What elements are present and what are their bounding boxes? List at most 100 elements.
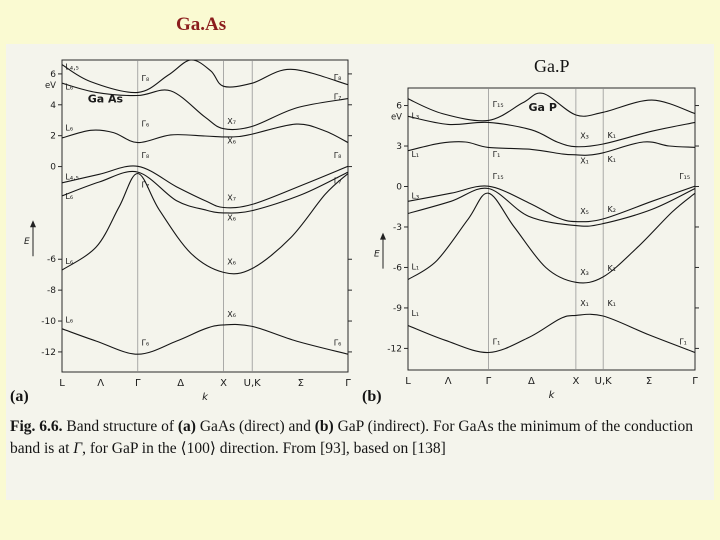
band-label: Γ₈ [334,73,342,82]
x-tick-label: U,K [244,378,261,389]
y-tick-label: -12 [387,344,402,354]
caption-segment: Band structure of [62,418,178,435]
caption-segment: (b) [314,418,334,435]
caption-segment: Fig. 6.6. [10,418,63,435]
band-label: Γ₆ [142,119,150,128]
y-tick-label: 6 [396,102,402,112]
y-tick-label: -6 [393,263,402,273]
x-tick-label: Γ [692,376,698,387]
band-label: L₆ [65,316,73,325]
band-label: Γ₇ [142,180,150,189]
plot-title: Ga P [529,101,557,114]
caption-segment: (a) [177,418,196,435]
band-label: L₃ [411,192,419,201]
band-label: K₂ [607,205,615,214]
band-label: L₁ [411,150,419,159]
band-label: L₁ [411,262,419,271]
caption-segment: GaAs (direct) and [195,418,315,435]
x-tick-label: L [405,376,411,387]
y-tick-label: -8 [47,286,56,296]
y-axis-label: E [374,250,380,260]
band-label: Γ₈ [142,151,150,160]
band-label: X₆ [227,310,236,319]
band-chart-svg: 6eV 4 2 0 -6 -8 -10 -12 L Λ Γ Δ X U,K Σ Γk E L₄,₅ L₆ Ga As L… [24,59,352,403]
band-label: K₁ [607,131,615,140]
band-curve-conduction-3 [62,60,348,93]
y-tick-label: 0 [50,163,56,173]
band-curve-valence-1 [408,313,695,354]
x-tick-label: Λ [97,378,104,389]
band-label: L₃ [411,111,419,120]
energy-axis-arrowhead-icon [30,220,36,228]
x-tick-label: Γ [486,376,492,387]
band-label: Γ₈ [142,74,150,83]
x-tick-label: U,K [595,376,612,387]
x-tick-label: Δ [177,378,184,389]
caption-segment: GaP (indirect). For GaAs the minimum of … [10,418,694,457]
band-label: K₁ [607,264,615,273]
band-curve-valence-light-hole [408,187,695,227]
x-tick-label: Σ [646,376,652,387]
band-label: Γ₁ [493,150,501,159]
y-tick-label: 4 [50,101,56,111]
band-label: X₁ [580,299,589,308]
band-chart-svg: 6eV 3 0 -3 -6 -9 -12 L Λ Γ Δ X U,K Σ Γk E L₃ Γ₁₅ Ga P X₃ K₁ L… [374,87,699,401]
x-tick-label: Σ [298,378,304,389]
band-label: X₅ [580,207,589,216]
band-label: Γ₇ [334,177,342,186]
band-curve-valence-2 [408,192,695,284]
plot-title: Ga As [88,92,124,105]
band-curve-conduction-2 [62,82,348,131]
band-curve-valence-light-hole [62,170,348,214]
band-label: L₁ [411,309,419,318]
band-curve-valence-1 [62,323,348,355]
caption-segment: Γ [73,440,83,457]
x-axis-label: k [549,390,556,401]
x-tick-label: X [220,378,227,389]
y-tick-label: 6 [50,70,56,80]
x-tick-label: Γ [135,378,141,389]
plot-frame [61,59,349,373]
band-label: L₆ [65,192,73,201]
subfigure-label-b: (b) [362,388,382,405]
y-axis-label: E [24,237,30,247]
energy-axis-arrowhead-icon [380,232,386,240]
band-label: Γ₇ [334,92,342,101]
band-curve-conduction-1 [62,123,348,144]
x-tick-label: Γ [345,378,351,389]
band-curve-conduction-1 [408,141,695,156]
y-tick-label: 3 [396,142,402,152]
y-axis-unit: eV [391,113,402,123]
band-label: K₁ [607,299,615,308]
band-label: L₄,₅ [65,62,78,71]
band-label: L₄,₅ [65,173,78,182]
band-label: Γ₆ [334,339,342,348]
band-label: K₁ [607,155,615,164]
band-label: X₃ [580,268,589,277]
y-tick-label: -9 [393,304,402,314]
x-tick-label: X [572,376,579,387]
band-label: X₇ [227,117,236,126]
slide-title-gaas: Ga.As [176,14,227,35]
band-curve-valence-heavy-hole [408,185,695,223]
band-label: Γ₁₅ [493,172,504,181]
plot-frame [407,87,696,371]
y-tick-label: -12 [41,348,56,358]
band-label: Γ₁₅ [493,100,504,109]
band-label: Γ₁ [493,337,501,346]
band-label: X₇ [227,194,236,203]
band-label: Γ₆ [142,339,150,348]
band-curve-valence-2 [62,172,348,275]
subfigure-label-a: (a) [10,388,29,405]
y-tick-label: -3 [393,223,402,233]
band-curve-conduction-3 [408,92,695,122]
y-tick-label: -6 [47,255,56,265]
figure-caption: Fig. 6.6. Band structure of (a) GaAs (di… [10,416,712,460]
x-axis-label: k [202,392,209,403]
y-axis-unit: eV [45,81,56,91]
band-label: L₆ [65,82,73,91]
